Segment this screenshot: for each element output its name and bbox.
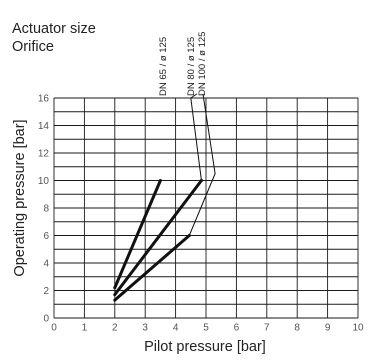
series-2-point-1 <box>113 293 117 297</box>
y-tick-label: 14 <box>38 121 50 132</box>
x-tick-label: 8 <box>294 322 300 333</box>
series-1-point-2 <box>159 179 162 182</box>
x-tick-label: 10 <box>352 322 364 333</box>
series-label-group-1: DN 65 / ø 125 <box>158 37 169 96</box>
x-tick-label: 3 <box>142 322 148 333</box>
series-label-2: DN 80 / ø 125 <box>186 37 197 96</box>
series-leader-3 <box>188 93 216 236</box>
series-label-group-2: DN 80 / ø 125 <box>186 37 197 96</box>
y-tick-label: 10 <box>38 176 50 187</box>
chart-header-orifice: Orifice <box>12 39 54 55</box>
y-tick-label: 4 <box>43 259 49 270</box>
y-tick-label: 2 <box>43 286 49 297</box>
series-line-1 <box>113 179 162 290</box>
x-axis-label: Pilot pressure [bar] <box>144 339 266 355</box>
chart-series-labels: DN 65 / ø 125 DN 80 / ø 125 DN 100 / ø 125 <box>158 32 208 96</box>
x-tick-label: 7 <box>264 322 270 333</box>
series-1-point-1 <box>113 286 117 290</box>
y-tick-label: 0 <box>43 314 49 325</box>
x-tick-label: 6 <box>234 322 240 333</box>
series-3-point-1 <box>113 298 117 302</box>
series-line-3 <box>113 234 191 302</box>
x-tick-label: 4 <box>173 322 179 333</box>
chart-header-actuator-size: Actuator size <box>12 21 96 37</box>
series-leader-2 <box>190 93 202 181</box>
x-tick-label: 2 <box>112 322 118 333</box>
y-axis-label: Operating pressure [bar] <box>12 119 28 276</box>
y-tick-label: 16 <box>38 94 50 105</box>
y-tick-label: 8 <box>43 204 49 215</box>
y-tick-label: 12 <box>38 149 50 160</box>
x-tick-label: 1 <box>82 322 88 333</box>
x-tick-label: 0 <box>51 322 57 333</box>
series-label-group-3: DN 100 / ø 125 <box>197 32 208 96</box>
x-tick-label: 9 <box>325 322 331 333</box>
chart-series <box>113 93 216 302</box>
x-tick-label: 5 <box>203 322 209 333</box>
series-label-3: DN 100 / ø 125 <box>197 32 208 96</box>
chart-grid <box>53 97 359 319</box>
y-tick-label: 6 <box>43 231 49 242</box>
series-label-1: DN 65 / ø 125 <box>158 37 169 96</box>
series-line-2 <box>113 179 203 297</box>
